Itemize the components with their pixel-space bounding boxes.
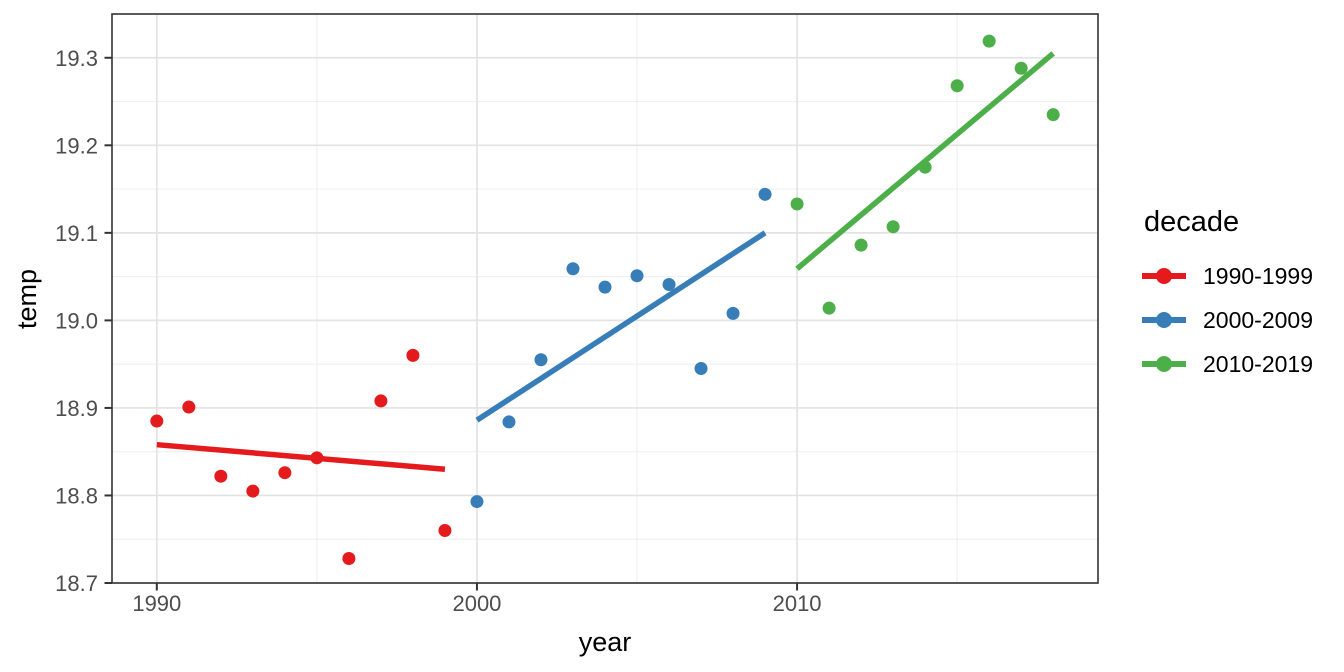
legend-item-label: 2000-2009 (1203, 306, 1313, 333)
plot-area: 1990 2000 2010 18.7 18.8 18.9 19.0 19.1 19.2 19.3 (55, 13, 1099, 616)
data-point (150, 414, 164, 428)
y-tick-label: 19.3 (55, 46, 98, 71)
y-axis-title: temp (12, 269, 42, 329)
legend-item: 1990-1999 (1134, 254, 1313, 298)
series-points-2000-2009 (470, 187, 772, 509)
data-point (406, 348, 420, 362)
data-point (662, 277, 676, 291)
data-point (726, 306, 740, 320)
data-point (950, 79, 964, 93)
legend-key-icon (1142, 268, 1186, 284)
legend: decade 1990-1999 2000-2009 2010-2019 (1134, 206, 1313, 386)
data-point (214, 469, 228, 483)
data-point (182, 400, 196, 414)
trend-line (156, 441, 446, 472)
legend-title: decade (1144, 206, 1240, 238)
x-axis-title: year (579, 627, 632, 657)
trend-line (795, 51, 1055, 271)
legend-item: 2000-2009 (1134, 298, 1313, 342)
series-points-2010-2019 (790, 34, 1060, 315)
data-point (630, 269, 644, 283)
data-point (790, 197, 804, 211)
x-tick-label: 2000 (452, 591, 501, 616)
data-point (246, 484, 260, 498)
data-point (566, 262, 580, 276)
data-point (598, 280, 612, 294)
y-tick-label: 19.2 (55, 133, 98, 158)
legend-item-label: 1990-1999 (1203, 262, 1313, 289)
data-point (502, 415, 516, 429)
data-point (886, 220, 900, 234)
panel-border (111, 13, 1099, 584)
data-point (374, 394, 388, 408)
data-point (982, 34, 996, 48)
y-tick-label: 19.1 (55, 221, 98, 246)
x-tick-label: 1990 (132, 591, 181, 616)
legend-item: 2010-2019 (1134, 342, 1313, 386)
x-tick-label: 2010 (773, 591, 822, 616)
data-point (534, 353, 548, 367)
panel-background (112, 14, 1098, 583)
data-point (758, 187, 772, 201)
data-point (822, 301, 836, 315)
data-point (1014, 61, 1028, 75)
trend-line (475, 230, 767, 423)
data-point (438, 523, 452, 537)
data-point (470, 495, 484, 509)
y-tick-label: 18.7 (55, 571, 98, 596)
data-point (278, 466, 292, 480)
y-tick-label: 18.9 (55, 396, 98, 421)
data-point (342, 551, 356, 565)
data-point (1046, 108, 1060, 122)
legend-key-icon (1142, 312, 1186, 328)
y-tick-label: 18.8 (55, 483, 98, 508)
y-tick-label: 19.0 (55, 308, 98, 333)
data-point (694, 362, 708, 376)
legend-item-label: 2010-2019 (1203, 350, 1313, 377)
legend-items: 1990-1999 2000-2009 2010-2019 (1134, 254, 1313, 386)
data-point (854, 238, 868, 252)
legend-key-icon (1142, 356, 1186, 372)
